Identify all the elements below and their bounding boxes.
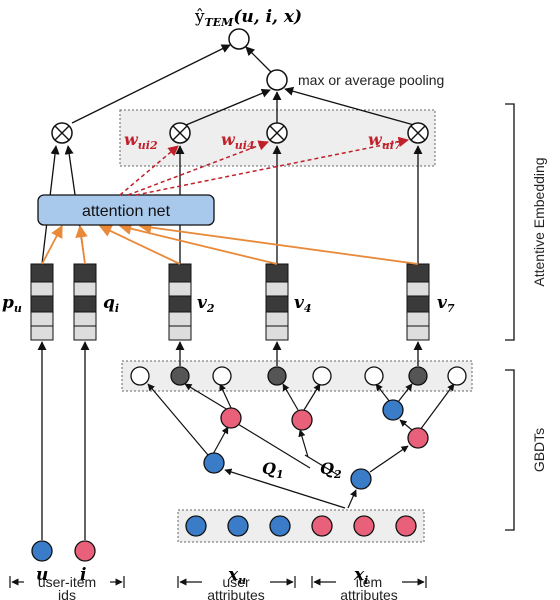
embedding-vector-v4: [265, 263, 289, 341]
leaf-node: [364, 366, 384, 386]
attribute-inputs-panel: [177, 509, 425, 543]
tree2-inner-node: [407, 427, 429, 449]
input-node-u: [31, 540, 53, 562]
user-attribute-node: [185, 515, 207, 537]
input-node-i: [74, 540, 96, 562]
embedding-label-v2: v2: [197, 293, 215, 315]
embedding-label-pu: pu: [2, 293, 22, 315]
item-attribute-node: [311, 515, 333, 537]
item-attribute-node: [395, 515, 417, 537]
input-label-xu: xu: [227, 565, 246, 587]
group-label-item-line1: item: [356, 574, 382, 590]
embedding-label-v4: v4: [294, 293, 312, 315]
multiply-node-v7: [407, 122, 429, 144]
embedding-vector-pu: [30, 263, 54, 341]
leaf-node: [447, 366, 467, 386]
output-node: [228, 28, 250, 50]
item-attribute-node: [353, 515, 375, 537]
tree2-inner-node: [291, 409, 313, 431]
attention-net-box: [37, 194, 215, 226]
embedding-vector-v2: [168, 263, 192, 341]
multiply-node-v4: [266, 122, 288, 144]
group-label-ids-line2: ids: [58, 587, 76, 600]
side-label-gbdts: GBDTs: [531, 428, 547, 472]
user-attribute-node: [269, 515, 291, 537]
pooling-label: max or average pooling: [298, 72, 444, 88]
tree2-inner-node: [382, 399, 404, 421]
user-attribute-node: [227, 515, 249, 537]
group-label-user-line2: attributes: [207, 587, 265, 600]
tree-label-q1: Q1: [262, 459, 284, 481]
weight-label-ui2: wui2: [124, 130, 158, 152]
weight-label-ui4: wui4: [221, 130, 255, 152]
embedding-label-v7: v7: [437, 293, 455, 315]
tree-label-q2: Q2: [320, 459, 342, 481]
leaf-node: [212, 366, 232, 386]
group-bracket-user-attributes: [177, 576, 296, 588]
group-label-item-line2: attributes: [340, 587, 398, 600]
leaf-node: [312, 366, 332, 386]
embedding-label-qi: qi: [103, 293, 119, 315]
group-label-ids-line1: user-item: [38, 574, 96, 590]
pooling-node: [266, 69, 288, 91]
group-bracket-item-attributes: [311, 576, 427, 588]
tree2-root-node: [350, 468, 372, 490]
input-label-u: u: [36, 565, 48, 585]
leaf-node: [267, 366, 287, 386]
side-label-attentive-embedding: Attentive Embedding: [531, 157, 547, 286]
group-label-user-line1: user: [222, 574, 250, 590]
attention-net-label: attention net: [82, 203, 171, 220]
input-label-i: i: [80, 565, 86, 585]
leaf-node: [408, 366, 428, 386]
attentive-embedding-brace: [505, 103, 515, 341]
output-label: ŷTEM(u, i, x): [194, 7, 302, 29]
leaf-node: [170, 366, 190, 386]
multiply-node-v2: [169, 122, 191, 144]
gbdts-brace: [505, 369, 515, 531]
input-label-xi: xi: [353, 565, 368, 587]
tree1-inner-node: [220, 407, 242, 429]
embedding-vector-qi: [73, 263, 97, 341]
leaf-node: [130, 366, 150, 386]
embedding-vector-v7: [406, 263, 430, 341]
multiply-node-user: [51, 122, 73, 144]
group-bracket-ids: [9, 576, 125, 588]
tree1-root-node: [203, 452, 225, 474]
